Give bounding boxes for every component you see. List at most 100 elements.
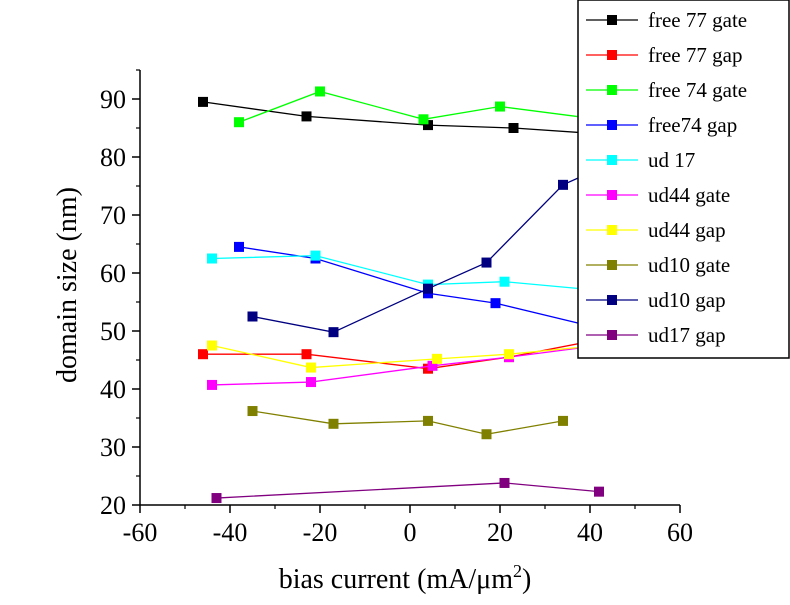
x-axis-title-superscript: 2: [513, 561, 522, 581]
y-tick-label: 80: [100, 143, 126, 172]
legend-item: ud17 gap: [586, 323, 726, 347]
data-point: [432, 353, 442, 364]
data-point: [499, 276, 510, 287]
series-line: [238, 246, 600, 329]
legend-item: ud 17: [586, 148, 695, 172]
data-point: [198, 349, 208, 360]
legend-label: ud17 gap: [648, 323, 726, 347]
legend-marker: [607, 120, 617, 130]
data-point: [558, 179, 568, 190]
y-tick-label: 40: [100, 375, 126, 404]
legend-label: free 74 gate: [648, 78, 747, 102]
legend-item: free74 gap: [586, 113, 737, 137]
series-ud17-gap: [211, 477, 604, 504]
series-ud44-gate: [207, 340, 604, 390]
data-point: [418, 114, 429, 125]
series-ud10-gate: [247, 406, 568, 440]
series-layer: [198, 86, 604, 504]
data-point: [423, 120, 433, 131]
legend-label: ud44 gate: [648, 183, 730, 207]
legend-label: ud10 gap: [648, 288, 726, 312]
legend-label: free 77 gate: [648, 8, 747, 32]
series-line: [203, 339, 600, 370]
series-line: [252, 410, 564, 435]
legend-marker: [607, 225, 617, 235]
data-point: [211, 493, 222, 504]
legend-item: free 77 gate: [586, 8, 747, 32]
y-tick-label: 20: [100, 491, 126, 520]
series-ud44-gap: [207, 340, 604, 373]
x-tick-label: 40: [577, 518, 603, 547]
legend-item: free 77 gap: [586, 43, 742, 67]
y-tick-label: 60: [100, 259, 126, 288]
series-free74-gap: [234, 241, 604, 334]
series-ud10-gap: [247, 163, 604, 338]
series-line: [216, 482, 600, 499]
y-tick-label: 90: [100, 85, 126, 114]
data-point: [315, 86, 325, 97]
legend-label: free 77 gap: [648, 43, 742, 67]
data-point: [247, 311, 258, 322]
legend-marker: [607, 85, 617, 95]
legend-marker: [607, 155, 617, 165]
legend-marker: [607, 50, 617, 60]
data-point: [306, 362, 316, 373]
legend-marker: [607, 295, 617, 305]
legend-label: free74 gap: [648, 113, 737, 137]
data-point: [207, 340, 217, 351]
data-point: [234, 241, 244, 252]
legend-item: ud44 gap: [586, 218, 726, 242]
data-point: [499, 477, 510, 488]
data-point: [594, 486, 604, 497]
legend-item: ud44 gate: [586, 183, 730, 207]
series-line: [252, 168, 600, 333]
y-tick-label: 50: [100, 317, 126, 346]
y-tick-label: 70: [100, 201, 126, 230]
data-point: [306, 377, 316, 388]
series-line: [202, 101, 600, 135]
x-tick-label: 20: [487, 518, 513, 547]
data-point: [495, 101, 505, 112]
data-point: [328, 418, 339, 429]
x-tick-label: -20: [303, 518, 338, 547]
data-point: [301, 111, 312, 122]
data-point: [504, 349, 514, 360]
x-tick-label: 60: [667, 518, 693, 547]
legend-marker: [607, 190, 617, 200]
data-point: [427, 360, 438, 371]
series-ud-17: [207, 250, 604, 296]
data-point: [328, 327, 339, 338]
x-axis-title-close: ): [522, 564, 531, 595]
legend-label: ud44 gap: [648, 218, 726, 242]
legend-marker: [607, 15, 617, 25]
series-free-74-gate: [234, 86, 604, 128]
legend: free 77 gate free 77 gap free 74 gate free7…: [577, 0, 790, 359]
data-point: [247, 406, 258, 417]
series-line: [211, 254, 600, 292]
y-axis-title: domain size (nm): [52, 187, 83, 383]
legend-marker: [607, 260, 617, 270]
legend-item: free 74 gate: [586, 78, 747, 102]
data-point: [207, 253, 217, 264]
legend-item: ud10 gate: [586, 253, 730, 277]
data-point: [198, 96, 208, 107]
data-point: [558, 415, 568, 426]
x-axis-title: bias current (mA/μm2): [279, 561, 532, 595]
data-point: [490, 298, 501, 309]
data-point: [310, 250, 321, 261]
data-point: [481, 429, 492, 440]
x-tick-label: 0: [404, 518, 417, 547]
series-line: [211, 344, 600, 369]
y-tick-label: 30: [100, 433, 126, 462]
data-point: [423, 415, 433, 426]
axes: -60 -40 -20 0 20 40 60 20 30 40 50 60 70 80 90: [100, 69, 693, 547]
data-point: [481, 257, 492, 268]
data-point: [423, 283, 433, 294]
series-free-77-gap: [198, 334, 604, 374]
data-point: [234, 117, 244, 128]
series-free-77-gate: [198, 96, 604, 139]
x-tick-label: -60: [123, 518, 158, 547]
data-point: [207, 379, 217, 390]
legend-label: ud 17: [648, 148, 695, 172]
